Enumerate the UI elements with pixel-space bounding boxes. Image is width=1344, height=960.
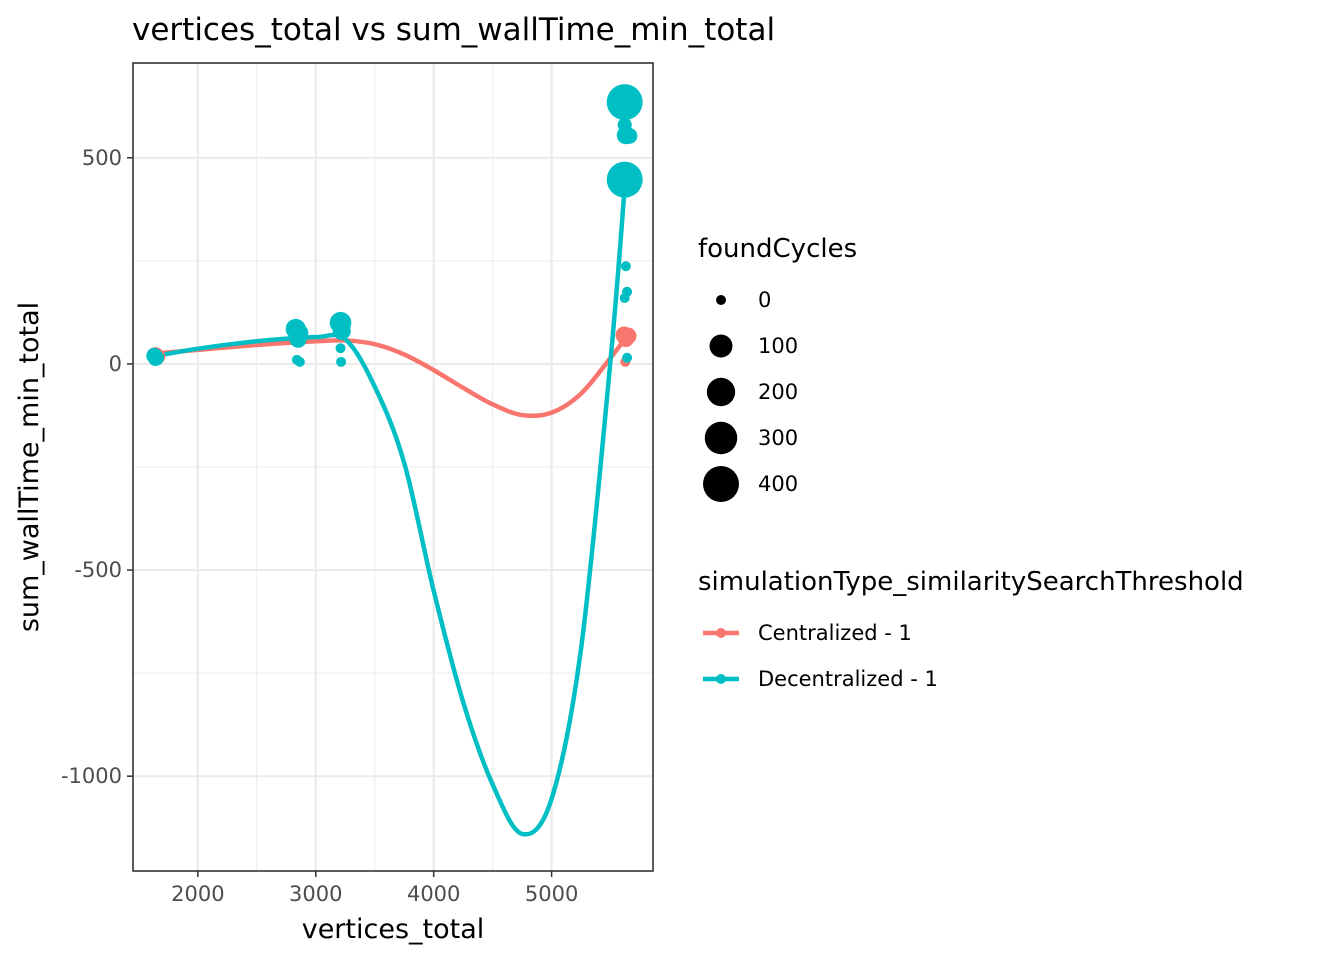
size-legend-key bbox=[709, 334, 733, 358]
data-point bbox=[336, 356, 347, 367]
chart-title: vertices_total vs sum_wallTime_min_total bbox=[132, 12, 775, 48]
color-legend-label: Decentralized - 1 bbox=[758, 667, 938, 691]
color-legend-key-point bbox=[716, 628, 726, 638]
size-legend-items: 0 100 200 300 400 bbox=[703, 288, 798, 502]
y-tick-label: -1000 bbox=[61, 764, 122, 788]
points bbox=[146, 84, 643, 367]
x-axis: 2000 3000 4000 5000 bbox=[171, 871, 578, 906]
size-legend-label: 0 bbox=[758, 288, 771, 312]
data-point bbox=[620, 261, 631, 272]
size-legend-key bbox=[716, 295, 726, 305]
size-legend: foundCycles 0 100 200 300 400 bbox=[698, 234, 857, 502]
data-point bbox=[335, 343, 346, 354]
size-legend-label: 300 bbox=[758, 426, 798, 450]
x-tick-label: 3000 bbox=[289, 882, 342, 906]
color-legend-label: Centralized - 1 bbox=[758, 621, 912, 645]
x-tick-label: 4000 bbox=[407, 882, 460, 906]
data-point bbox=[622, 352, 633, 363]
fit-line-centralized-1 bbox=[150, 332, 631, 419]
x-tick-label: 5000 bbox=[525, 882, 578, 906]
data-point bbox=[148, 351, 163, 367]
data-point bbox=[289, 330, 307, 348]
grid-minor bbox=[133, 63, 653, 871]
plot-panel bbox=[132, 62, 654, 872]
size-legend-key bbox=[704, 421, 738, 455]
fit-lines bbox=[150, 177, 631, 837]
panel-border bbox=[132, 62, 654, 872]
data-point bbox=[332, 321, 351, 341]
y-axis: -1000 -500 0 500 bbox=[61, 146, 133, 788]
y-tick-label: -500 bbox=[74, 558, 122, 582]
color-legend-key-point bbox=[716, 674, 726, 684]
data-point bbox=[619, 292, 630, 303]
y-tick-label: 0 bbox=[109, 352, 122, 376]
color-legend: simulationType_similaritySearchThreshold… bbox=[698, 567, 1244, 691]
size-legend-label: 100 bbox=[758, 334, 798, 358]
grid-major bbox=[133, 63, 653, 871]
size-legend-label: 400 bbox=[758, 472, 798, 496]
fit-line-decentralized-1 bbox=[150, 177, 628, 837]
x-axis-title: vertices_total bbox=[302, 914, 485, 945]
data-point bbox=[617, 331, 634, 348]
data-point bbox=[606, 161, 643, 198]
data-point bbox=[294, 356, 305, 367]
size-legend-key bbox=[706, 377, 736, 407]
size-legend-label: 200 bbox=[758, 380, 798, 404]
x-tick-label: 2000 bbox=[171, 882, 224, 906]
color-legend-items: Centralized - 1 Decentralized - 1 bbox=[703, 621, 938, 691]
size-legend-key bbox=[703, 466, 739, 502]
y-axis-title: sum_wallTime_min_total bbox=[14, 302, 45, 632]
data-point bbox=[621, 128, 638, 144]
y-tick-label: 500 bbox=[82, 146, 122, 170]
data-point bbox=[606, 84, 643, 121]
color-legend-title: simulationType_similaritySearchThreshold bbox=[698, 567, 1244, 597]
size-legend-title: foundCycles bbox=[698, 234, 857, 264]
